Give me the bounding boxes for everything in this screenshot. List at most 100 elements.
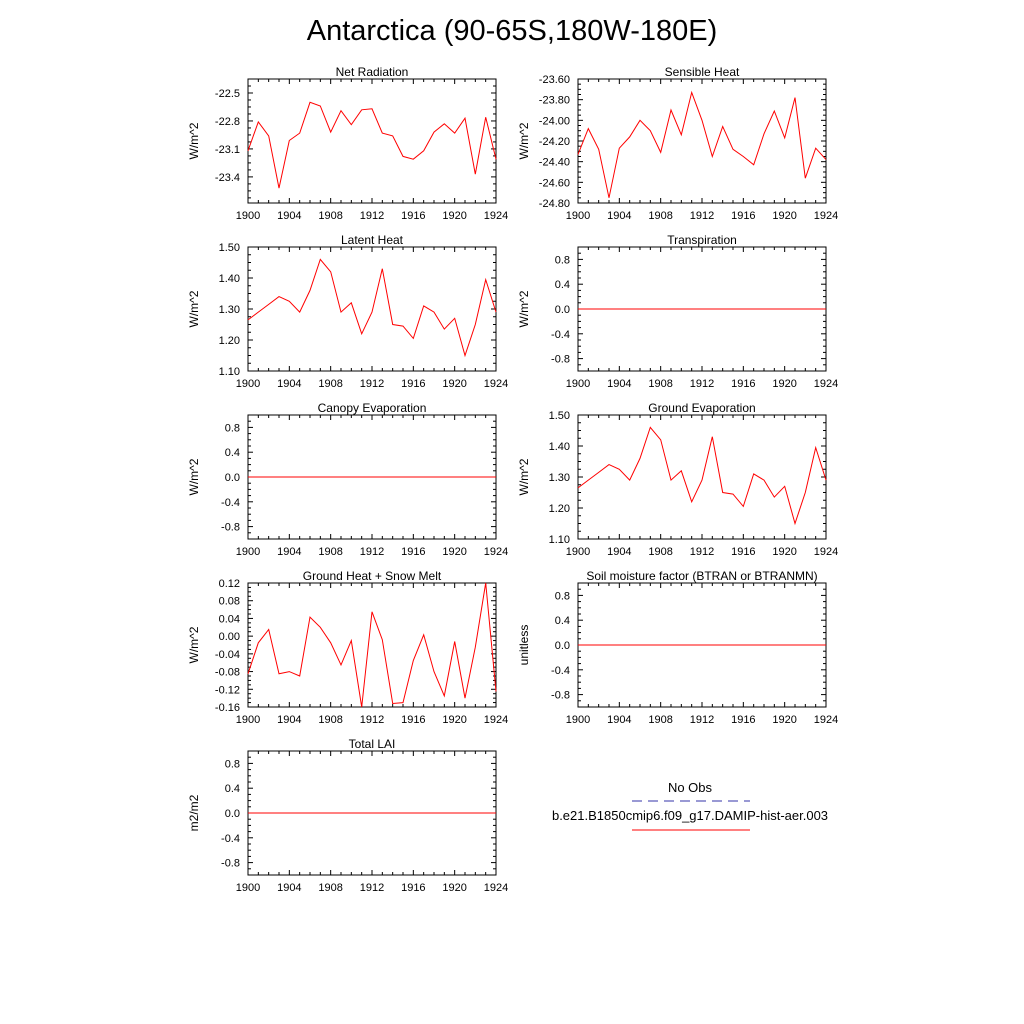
x-tick-label: 1900 (566, 714, 590, 726)
panel-grid: Net Radiation 1900 1904 1908 1912 1916 1920 192… (187, 65, 838, 894)
x-tick-label: 1908 (648, 714, 672, 726)
x-tick-label: 1916 (401, 210, 425, 222)
panel-total-lai: Total LAI 1900 1904 1908 1912 1916 1920 1924 -0.… (187, 737, 508, 894)
y-axis-label: m2/m2 (187, 794, 201, 831)
x-tick-label: 1916 (401, 546, 425, 558)
x-tick-label: 1920 (442, 378, 466, 390)
x-tick-label: 1924 (814, 378, 838, 390)
y-tick-label: 0.4 (555, 279, 570, 291)
y-tick-label: 0.00 (219, 631, 240, 643)
y-tick-label: 1.10 (549, 534, 570, 546)
panel-ground-heat-snow-melt: Ground Heat + Snow Melt 1900 1904 1908 1912 1… (187, 569, 508, 726)
x-tick-label: 1908 (318, 210, 342, 222)
y-tick-label: -22.5 (215, 88, 240, 100)
x-tick-label: 1924 (484, 378, 508, 390)
y-tick-label: -24.60 (539, 177, 570, 189)
x-tick-label: 1920 (772, 378, 796, 390)
x-tick-label: 1916 (401, 882, 425, 894)
y-tick-label: 0.0 (225, 472, 240, 484)
panel-title: Soil moisture factor (BTRAN or BTRANMN) (586, 569, 817, 583)
panel-title: Latent Heat (341, 233, 404, 247)
x-tick-label: 1900 (236, 546, 260, 558)
x-tick-label: 1916 (731, 714, 755, 726)
x-tick-label: 1908 (648, 210, 672, 222)
series-line-sensible-heat (577, 90, 827, 198)
x-tick-label: 1920 (772, 546, 796, 558)
x-tick-label: 1912 (360, 714, 384, 726)
panel-title: Canopy Evaporation (318, 401, 427, 415)
x-tick-label: 1924 (484, 882, 508, 894)
x-tick-label: 1920 (442, 210, 466, 222)
panel-title: Transpiration (667, 233, 737, 247)
y-tick-label: 0.8 (555, 590, 570, 602)
legend-obs-label: No Obs (668, 780, 713, 795)
x-tick-label: 1908 (318, 714, 342, 726)
x-tick-label: 1904 (277, 378, 301, 390)
y-tick-label: -0.8 (551, 690, 570, 702)
y-tick-label: -0.16 (215, 702, 240, 714)
y-tick-label: 1.50 (219, 242, 240, 254)
series-line-latent-heat (247, 258, 497, 358)
y-tick-label: 0.0 (555, 304, 570, 316)
x-tick-label: 1920 (772, 714, 796, 726)
x-tick-label: 1920 (442, 546, 466, 558)
x-tick-label: 1912 (690, 378, 714, 390)
x-tick-label: 1924 (484, 714, 508, 726)
y-tick-label: -0.8 (221, 522, 240, 534)
y-tick-label: 1.30 (219, 304, 240, 316)
y-tick-label: 1.10 (219, 366, 240, 378)
figure-title: Antarctica (90-65S,180W-180E) (307, 15, 718, 47)
y-tick-label: -24.00 (539, 115, 570, 127)
y-tick-label: -24.80 (539, 198, 570, 210)
y-tick-label: 0.12 (219, 578, 240, 590)
x-tick-label: 1912 (690, 546, 714, 558)
y-tick-label: -0.04 (215, 649, 240, 661)
x-tick-label: 1904 (277, 210, 301, 222)
x-tick-label: 1900 (566, 546, 590, 558)
series-line-net-radiation (247, 101, 497, 189)
x-tick-label: 1924 (484, 210, 508, 222)
y-tick-label: -24.40 (539, 157, 570, 169)
y-tick-label: 0.4 (225, 783, 240, 795)
y-tick-label: -23.80 (539, 95, 570, 107)
y-axis-label: W/m^2 (517, 458, 531, 495)
y-axis-label: W/m^2 (187, 122, 201, 159)
y-tick-label: -0.8 (551, 354, 570, 366)
y-tick-label: -0.4 (551, 329, 570, 341)
y-tick-label: -0.4 (551, 665, 570, 677)
x-tick-label: 1920 (442, 882, 466, 894)
x-tick-label: 1908 (318, 378, 342, 390)
y-axis-label: W/m^2 (517, 122, 531, 159)
y-tick-label: 0.8 (225, 422, 240, 434)
x-tick-label: 1924 (814, 210, 838, 222)
legend-model-label: b.e21.B1850cmip6.f09_g17.DAMIP-hist-aer.… (552, 808, 828, 823)
y-tick-label: 0.4 (225, 447, 240, 459)
x-tick-label: 1908 (318, 882, 342, 894)
y-axis-label: W/m^2 (187, 626, 201, 663)
y-tick-label: -23.4 (215, 172, 240, 184)
y-tick-label: 0.08 (219, 596, 240, 608)
y-tick-label: -22.8 (215, 116, 240, 128)
x-tick-label: 1924 (814, 546, 838, 558)
y-tick-label: -24.20 (539, 136, 570, 148)
y-tick-label: 0.4 (555, 615, 570, 627)
x-tick-label: 1908 (648, 378, 672, 390)
x-tick-label: 1924 (814, 714, 838, 726)
x-tick-label: 1900 (236, 378, 260, 390)
y-tick-label: 1.30 (549, 472, 570, 484)
y-tick-label: -0.08 (215, 667, 240, 679)
x-tick-label: 1920 (442, 714, 466, 726)
x-tick-label: 1900 (566, 210, 590, 222)
legend: No Obs b.e21.B1850cmip6.f09_g17.DAMIP-hi… (552, 780, 828, 831)
panel-transpiration: Transpiration 1900 1904 1908 1912 1916 1920 192… (517, 233, 838, 390)
y-tick-label: 0.04 (219, 613, 240, 625)
x-tick-label: 1912 (360, 378, 384, 390)
x-tick-label: 1904 (607, 546, 631, 558)
y-tick-label: -0.12 (215, 684, 240, 696)
y-tick-label: 1.20 (219, 335, 240, 347)
panel-net-radiation: Net Radiation 1900 1904 1908 1912 1916 1920 192… (187, 65, 508, 222)
y-tick-label: -0.4 (221, 497, 240, 509)
y-tick-label: -23.1 (215, 144, 240, 156)
